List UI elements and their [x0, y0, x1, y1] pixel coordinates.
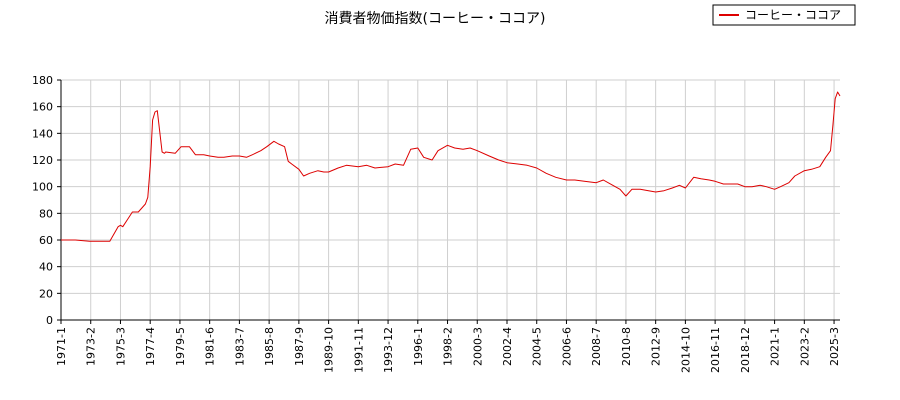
- x-tick-label: 2023-2: [798, 327, 811, 366]
- x-tick-label: 1973-2: [85, 327, 98, 366]
- x-tick-label: 1985-8: [263, 327, 276, 366]
- series-line: [61, 91, 841, 242]
- y-tick-label: 180: [32, 74, 53, 87]
- y-tick-label: 20: [39, 287, 53, 300]
- x-tick-label: 2021-1: [769, 327, 782, 366]
- legend-box: [712, 4, 856, 26]
- x-tick-label: 1975-3: [114, 327, 127, 366]
- chart-title: 消費者物価指数(コーヒー・ココア): [325, 11, 546, 27]
- x-tick-label: 2010-8: [620, 327, 633, 366]
- x-tick-label: 1983-7: [233, 327, 246, 366]
- y-tick-label: 160: [32, 101, 53, 114]
- series-layer: [61, 91, 841, 242]
- x-tick-label: 1987-9: [293, 327, 306, 366]
- x-tick-label: 2012-9: [650, 327, 663, 366]
- y-tick-label: 100: [32, 181, 53, 194]
- y-tick-label: 40: [39, 261, 53, 274]
- y-tick-label: 60: [39, 234, 53, 247]
- grid: [60, 79, 840, 321]
- x-tick-label: 2006-6: [560, 327, 573, 366]
- legend: コーヒー・ココア: [712, 4, 856, 26]
- x-tick-label: 2008-7: [590, 327, 603, 366]
- x-tick-label: 2018-12: [739, 327, 752, 373]
- x-tick-label: 2002-4: [501, 327, 514, 366]
- x-tick-label: 2000-3: [471, 327, 484, 366]
- x-tick-label: 1993-12: [382, 327, 395, 373]
- plot-area: [61, 80, 840, 320]
- y-tick-label: 80: [39, 207, 53, 220]
- legend-label: コーヒー・ココア: [745, 8, 841, 22]
- x-tick-label: 1998-2: [442, 327, 455, 366]
- x-tick-label: 1996-1: [412, 327, 425, 366]
- x-tick-label: 1971-1: [55, 327, 68, 366]
- y-tick-label: 140: [32, 127, 53, 140]
- x-tick-label: 1989-10: [323, 327, 336, 373]
- y-tick-label: 0: [46, 314, 53, 327]
- x-tick-label: 2016-11: [709, 327, 722, 373]
- x-tick-label: 1991-11: [352, 327, 365, 373]
- y-tick-label: 120: [32, 154, 53, 167]
- x-tick-label: 1977-4: [144, 327, 157, 366]
- axes: 0 20 40 60 80 100 120 140 160 180 1971-1 1973-2 1975…: [32, 74, 841, 373]
- x-tick-label: 1981-6: [204, 327, 217, 366]
- x-tick-label: 2004-5: [531, 327, 544, 366]
- x-tick-label: 1979-5: [174, 327, 187, 366]
- x-tick-label: 2014-10: [679, 327, 692, 373]
- x-tick-label: 2025-3: [828, 327, 841, 366]
